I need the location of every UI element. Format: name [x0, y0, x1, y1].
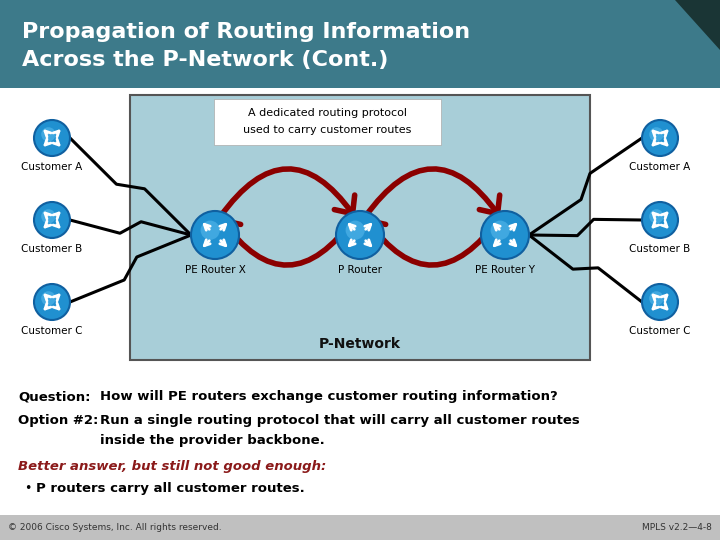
FancyArrowPatch shape	[220, 169, 355, 217]
Text: Customer B: Customer B	[22, 244, 83, 254]
FancyArrowPatch shape	[365, 217, 500, 265]
Circle shape	[34, 202, 70, 238]
Text: MPLS v2.2—4-8: MPLS v2.2—4-8	[642, 523, 712, 531]
Circle shape	[649, 291, 664, 306]
Bar	[130, 95, 590, 360]
Circle shape	[34, 284, 70, 320]
Text: A dedicated routing protocol: A dedicated routing protocol	[248, 108, 407, 118]
Text: P routers carry all customer routes.: P routers carry all customer routes.	[36, 482, 305, 495]
Bar	[0, 0, 720, 88]
Circle shape	[336, 211, 384, 259]
Circle shape	[201, 221, 220, 240]
Text: P-Network: P-Network	[319, 337, 401, 351]
Circle shape	[642, 120, 678, 156]
Text: used to carry customer routes: used to carry customer routes	[243, 125, 412, 135]
FancyBboxPatch shape	[214, 99, 441, 145]
Circle shape	[34, 120, 70, 156]
Text: Option #2:: Option #2:	[18, 414, 99, 427]
Circle shape	[642, 202, 678, 238]
Polygon shape	[675, 0, 720, 50]
Text: Propagation of Routing Information: Propagation of Routing Information	[22, 22, 470, 42]
Circle shape	[649, 209, 664, 224]
Text: Run a single routing protocol that will carry all customer routes: Run a single routing protocol that will …	[100, 414, 580, 427]
Text: How will PE routers exchange customer routing information?: How will PE routers exchange customer ro…	[100, 390, 558, 403]
Circle shape	[191, 211, 239, 259]
Text: P Router: P Router	[338, 265, 382, 275]
Text: Question:: Question:	[18, 390, 91, 403]
Text: Better answer, but still not good enough:: Better answer, but still not good enough…	[18, 460, 326, 473]
Circle shape	[41, 127, 55, 141]
Text: Customer B: Customer B	[629, 244, 690, 254]
Text: © 2006 Cisco Systems, Inc. All rights reserved.: © 2006 Cisco Systems, Inc. All rights re…	[8, 523, 222, 531]
Text: •: •	[24, 482, 32, 495]
Circle shape	[481, 211, 529, 259]
Circle shape	[649, 127, 664, 141]
Text: inside the provider backbone.: inside the provider backbone.	[100, 434, 325, 447]
FancyArrowPatch shape	[220, 217, 355, 265]
Text: PE Router X: PE Router X	[184, 265, 246, 275]
Circle shape	[41, 209, 55, 224]
Circle shape	[642, 284, 678, 320]
Text: Customer A: Customer A	[22, 162, 83, 172]
Circle shape	[490, 221, 510, 240]
Bar	[0, 515, 720, 540]
Text: Customer A: Customer A	[629, 162, 690, 172]
Text: Customer C: Customer C	[22, 326, 83, 336]
Text: Across the P-Network (Cont.): Across the P-Network (Cont.)	[22, 50, 388, 70]
FancyArrowPatch shape	[365, 169, 500, 217]
Text: PE Router Y: PE Router Y	[475, 265, 535, 275]
Circle shape	[346, 221, 365, 240]
Text: Customer C: Customer C	[629, 326, 690, 336]
Circle shape	[41, 291, 55, 306]
